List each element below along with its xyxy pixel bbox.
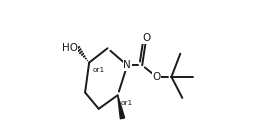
- Text: O: O: [142, 33, 150, 43]
- Text: HO: HO: [62, 43, 78, 53]
- Text: or1: or1: [121, 100, 133, 106]
- Polygon shape: [118, 95, 125, 119]
- Text: N: N: [123, 60, 131, 70]
- Text: O: O: [152, 72, 161, 82]
- Text: or1: or1: [92, 67, 104, 73]
